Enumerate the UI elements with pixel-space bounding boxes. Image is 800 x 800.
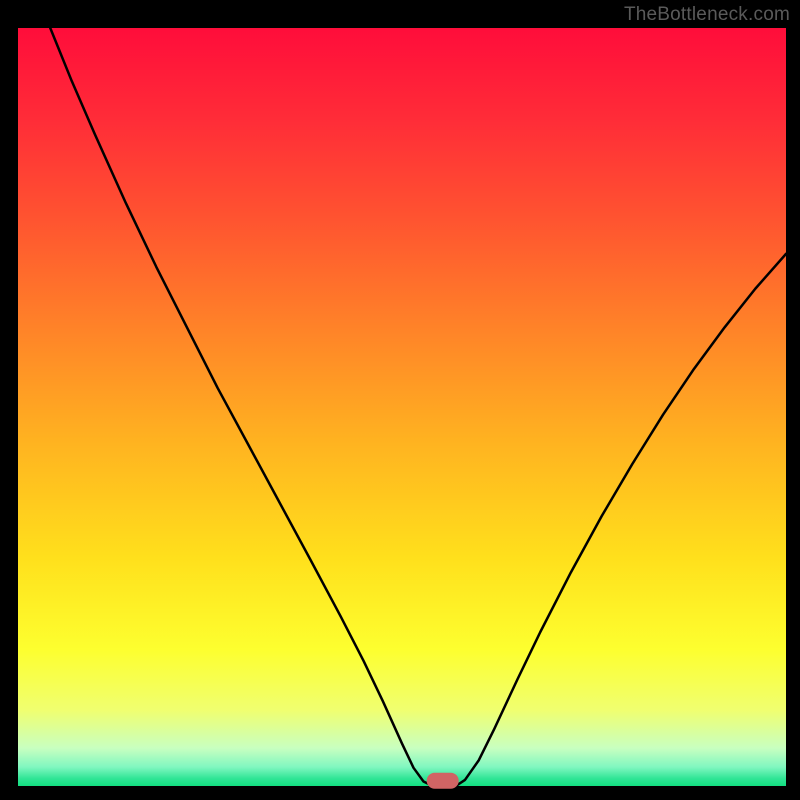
bottleneck-chart [0, 0, 800, 800]
attribution-text: TheBottleneck.com [624, 4, 790, 26]
chart-gradient-background [18, 28, 786, 786]
optimal-marker [427, 773, 459, 789]
